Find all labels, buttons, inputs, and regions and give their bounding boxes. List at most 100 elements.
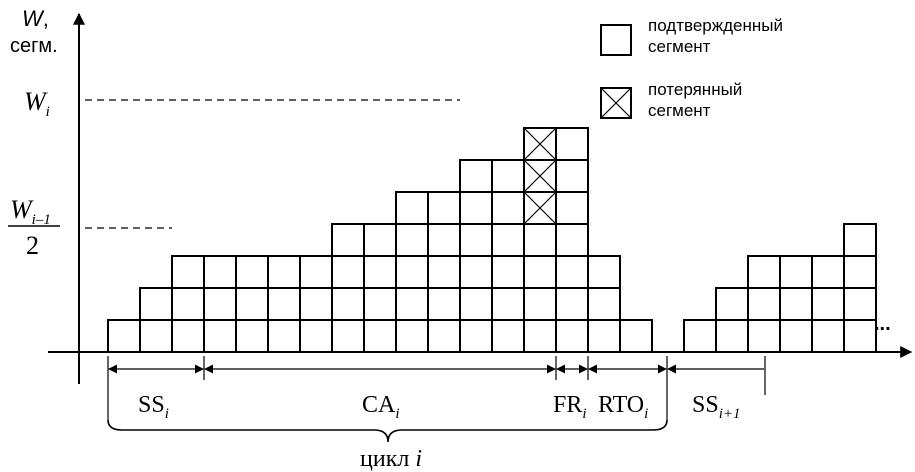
confirmed-segment: [395, 319, 429, 353]
legend-lost-label-2: сегмент: [648, 101, 711, 120]
confirmed-segment: [427, 255, 461, 289]
confirmed-segment: [523, 287, 557, 321]
confirmed-segment: [491, 191, 525, 225]
legend: подтвержденный сегмент потерянный сегмен…: [600, 16, 783, 120]
legend-lost-label-1: потерянный: [648, 80, 742, 99]
confirmed-segment: [555, 223, 589, 257]
confirmed-segment: [747, 319, 781, 353]
confirmed-segment: [587, 287, 621, 321]
confirmed-segment: [523, 223, 557, 257]
confirmed-segment: [299, 319, 333, 353]
confirmed-segment: [203, 287, 237, 321]
confirmed-segment: [811, 287, 845, 321]
confirmed-segment: [139, 319, 173, 353]
confirmed-segment: [267, 255, 301, 289]
confirmed-segment: [587, 255, 621, 289]
ca-label: CAi: [362, 392, 400, 422]
confirmed-segment: [395, 191, 429, 225]
confirmed-segment: [427, 191, 461, 225]
confirmed-segment: [363, 319, 397, 353]
confirmed-segment: [363, 223, 397, 257]
legend-confirmed-label-1: подтвержденный: [648, 16, 783, 35]
confirmed-segment: [491, 287, 525, 321]
ellipsis: ...: [874, 313, 891, 335]
confirmed-segment: [747, 287, 781, 321]
confirmed-segment: [587, 319, 621, 353]
lost-segment-cross: [523, 191, 557, 225]
cycle-brace: [107, 419, 668, 443]
confirmed-segment: [555, 127, 589, 161]
segment-grid: [107, 127, 877, 353]
confirmed-segment: [395, 223, 429, 257]
confirmed-segment: [555, 159, 589, 193]
confirmed-segment: [363, 255, 397, 289]
confirmed-segment: [555, 255, 589, 289]
confirmed-segment: [619, 319, 653, 353]
confirmed-segment: [171, 287, 205, 321]
confirmed-segment: [299, 287, 333, 321]
lost-segment-cross: [523, 127, 557, 161]
confirmed-segment: [331, 223, 365, 257]
confirmed-segment: [395, 287, 429, 321]
confirmed-segment: [171, 319, 205, 353]
confirmed-segment: [139, 287, 173, 321]
y-axis-var: W: [22, 6, 45, 31]
confirmed-segment: [235, 319, 269, 353]
confirmed-segment: [843, 319, 877, 353]
confirmed-segment: [811, 319, 845, 353]
confirmed-segment: [523, 255, 557, 289]
confirmed-segment: [107, 319, 141, 353]
confirmed-segment: [459, 287, 493, 321]
confirmed-segment: [235, 255, 269, 289]
confirmed-segment: [331, 255, 365, 289]
confirmed-segment: [363, 287, 397, 321]
confirmed-segment: [331, 287, 365, 321]
confirmed-segment: [811, 255, 845, 289]
wi-marker: Wi: [24, 87, 50, 120]
confirmed-segment: [779, 287, 813, 321]
confirmed-segment: [843, 287, 877, 321]
confirmed-segment: [395, 255, 429, 289]
cycle-label: цикл i: [360, 446, 422, 472]
y-axis-unit: сегм.: [10, 35, 58, 57]
confirmed-segment: [235, 287, 269, 321]
confirmed-segment: [203, 319, 237, 353]
confirmed-segment: [267, 319, 301, 353]
confirmed-segment: [715, 287, 749, 321]
confirmed-segment: [427, 287, 461, 321]
ss-label: SSi: [138, 392, 169, 422]
wi1-marker-num: Wi–1: [10, 195, 51, 228]
confirmed-segment: [779, 319, 813, 353]
confirmed-segment: [459, 319, 493, 353]
confirmed-segment: [427, 319, 461, 353]
rto-label: RTOi: [598, 392, 648, 422]
legend-confirmed-label-2: сегмент: [648, 37, 711, 56]
confirmed-segment: [491, 319, 525, 353]
confirmed-segment: [843, 255, 877, 289]
confirmed-segment: [427, 223, 461, 257]
wi1-marker-den: 2: [26, 231, 39, 260]
confirmed-segment: [715, 319, 749, 353]
lost-segment-cross: [523, 159, 557, 193]
confirmed-segment: [459, 191, 493, 225]
confirmed-segment: [299, 255, 333, 289]
confirmed-segment: [267, 287, 301, 321]
confirmed-segment: [555, 191, 589, 225]
y-axis-comma: ,: [43, 6, 49, 31]
confirmed-segment: [459, 255, 493, 289]
legend-confirmed-swatch: [600, 24, 632, 56]
confirmed-segment: [555, 287, 589, 321]
y-axis-label: W,: [22, 6, 49, 31]
ss-next-label: SSi+1: [692, 392, 741, 422]
confirmed-segment: [459, 159, 493, 193]
confirmed-segment: [459, 223, 493, 257]
confirmed-segment: [523, 319, 557, 353]
confirmed-segment: [683, 319, 717, 353]
confirmed-segment: [779, 255, 813, 289]
fr-label: FRi: [553, 392, 587, 422]
confirmed-segment: [747, 255, 781, 289]
confirmed-segment: [491, 255, 525, 289]
confirmed-segment: [203, 255, 237, 289]
confirmed-segment: [843, 223, 877, 257]
